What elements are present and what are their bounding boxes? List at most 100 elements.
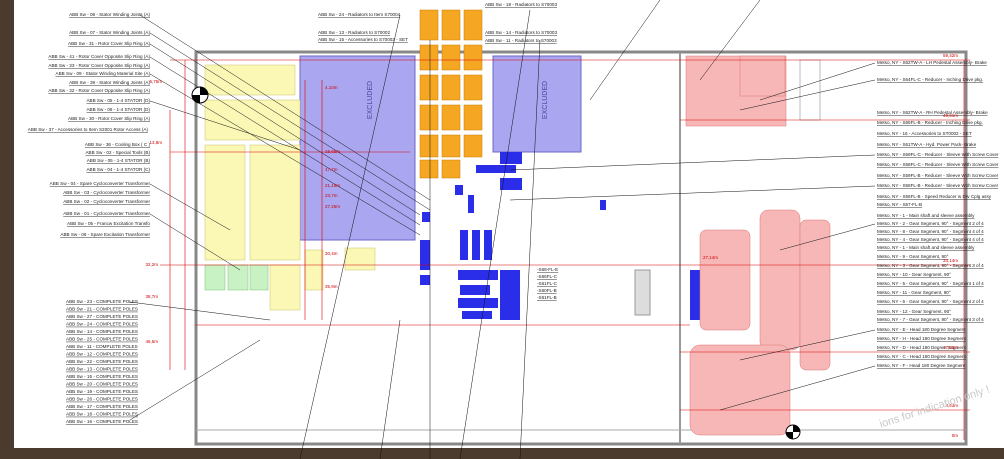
dimension: 27,14m [703,255,718,260]
pole-label: ABB Sw - 19 - COMPLETE POLES [66,389,138,394]
right-label: Metso, NY - S65FL-B - Reducer - Inching … [877,120,983,125]
left-label: ABB Sw - 04 - Spare Cycloconverter Trans… [50,181,151,186]
right-label: Metso, NY - 4 - Gear Segment, 90° - Segm… [877,237,984,242]
left-label: ABB Sw - 02 - Cycloconverter Transformer [63,199,150,204]
blue-blocks [420,152,702,320]
leader-lines [129,0,876,459]
dimension: 46,5m [145,339,158,344]
left-label: ABB Sw - 05 - Francw Excitation Transfo [67,221,150,226]
left-label: ABB Sw - 36 - Cooling Box ( C ) [85,142,151,147]
pole-label: ABB Sw - 22 - COMPLETE POLES [66,359,138,364]
right-label: Metso, NY - 3 - Gear Segment, 90° - Segm… [877,263,984,268]
datum-marker [786,425,800,439]
yellow-blocks [204,64,376,311]
top-label: ABB Sw - 15 - Accessories to S70002 - SE… [318,37,408,42]
right-label: Metso, NY - S57-FL-B [877,202,922,207]
pole-label: ABB Sw - 24 - COMPLETE POLES [66,322,138,327]
right-label: Metso, NY - S56FL-B - Speed Reducer w Dr… [877,194,992,199]
dimension: 17,63m [943,345,958,350]
left-label: ABB Sw - 05 - 1-4 STATOR (D) [86,98,150,103]
dimension: 4,10m [325,85,338,90]
center-label: -S68-FL-E [537,267,558,272]
right-label: Metso, NY - 7 - Gear Segment, 90° - Segm… [877,317,984,322]
dimension: 4,43m [945,403,958,408]
top-label: ABB Sw - 14 - Radiators to S70003 [485,30,557,35]
left-label: ABB Sw - 03 - Cycloconverter Transformer [63,190,150,195]
right-label: Metso, NY - 16 - Accessories to ST0002 -… [877,131,972,136]
center-label: -S60FL-B [537,288,557,293]
right-label: Metso, NY - 9 - Gear Segment, 90° [877,254,949,259]
left-label: ABB Sw - 06 - 1-4 STATOR (D) [86,107,150,112]
top-label: ABB Sw - 19 - Radiators to S70003 [485,2,557,7]
dimension: 15,65m [325,149,340,154]
pole-label: ABB Sw - 23 - COMPLETE POLES [66,299,138,304]
top-label: ABB Sw - 24 - Radiators to Item S70004 [318,12,401,17]
pole-label: ABB Sw - 17 - COMPLETE POLES [66,404,138,409]
left-label: ABB Sw - 02 - Special Tools (B) [85,150,150,155]
excluded-zone [299,55,416,241]
right-label: Metso, NY - D - Head 180 Degree Segment [877,345,966,350]
left-label: ABB Sw - 08 - Stator Winding Joints (A) [69,12,150,17]
top-label: ABB Sw - 11 - Radiators to S70003 [485,38,557,43]
building-wall [194,50,968,446]
top-label: ABB Sw - 13 - Radiators to S70002 [318,30,390,35]
right-label: Metso, NY - 10 - Gear Segment, 90° [877,272,951,277]
right-label: Metso, NY - 5 - Gear Segment, 90° - Segm… [877,281,984,286]
right-label: Metso, NY - S64FL-C - Reducer - Inching … [877,77,983,82]
dimension: 5,75m [149,79,162,84]
dimension: 23,7m [325,193,338,198]
dimension: 38,7m [145,294,158,299]
pole-label: ABB Sw - 27 - COMPLETE POLES [66,314,138,319]
right-label: Metso, NY - S58FL-B - Reducer - Sleeve W… [877,183,999,188]
pole-label: ABB Sw - 21 - COMPLETE POLES [66,307,138,312]
pole-label: ABB Sw - 20 - COMPLETE POLES [66,382,138,387]
pole-label: ABB Sw - 11 - COMPLETE POLES [66,344,138,349]
center-label: -S61FL-B [537,295,557,300]
dimension-lines [160,59,970,440]
dimension: 21,16m [325,183,340,188]
right-label: Metso, NY - S61TW-A - Hyd. Power Pack- B… [877,142,977,147]
right-label: Metso, NY - 1 - Main shaft and sleeve as… [877,245,975,250]
left-label: ABB Sw - 41 - Rotor Cover Opposite Slip … [48,54,150,59]
right-label: Metso, NY - S59FL-B - Reducer - Sleeve W… [877,173,999,178]
zone-label: EXCLUDED [542,81,549,119]
pole-label: ABB Sw - 15 - COMPLETE POLES [66,374,138,379]
right-label: Metso, NY - S62TW-A - RH Pedestal Assemb… [877,110,988,115]
hatched-area [634,269,651,316]
center-label: -S66FL-C [537,274,558,279]
pole-label: ABB Sw - 16 - COMPLETE POLES [66,419,138,424]
left-label: ABB Sw - 32 - Rotor Cover Opposite Slip … [48,88,150,93]
left-label: ABB Sw - 07 - Stator Winding Joints (A) [69,30,150,35]
pole-label: ABB Sw - 13 - COMPLETE POLES [66,367,138,372]
dimension: 30,4m [325,251,338,256]
right-label: Metso, NY - S58FL-C - Reducer - Sleeve W… [877,162,999,167]
left-label: ABB Sw - 30 - Rotor Cover Slip Ring (A) [68,116,150,121]
right-label: Metso, NY - S62TW-A - LH Pedestal Assemb… [877,60,987,65]
left-label: ABB Sw - 39 - Stator Winding Joints (A) [69,80,150,85]
zone-label: EXCLUDED [367,81,374,119]
dimension: 0m [952,433,959,438]
datum-marker [192,87,208,103]
left-label: ABB Sw - 33 - Rotor Cover Opposite Slip … [48,63,150,68]
green-blocks [204,264,269,291]
left-label: ABB Sw - 04 - 1-4 STATOR (C) [86,167,150,172]
pink-segments [685,55,831,436]
right-label: Metso, NY - 12 - Gear Segment, 90° [877,309,951,314]
dimension: 27,26m [325,204,340,209]
left-label: ABB Sw - 09 - Stator Winding Material Si… [56,71,151,76]
right-label: Metso, NY - F - Head 180 Degree Segment [877,363,966,368]
right-label: Metso, NY - 8 - Gear Segment, 90° - Segm… [877,229,984,234]
right-label: Metso, NY - 1 - Main shaft and sleeve as… [877,213,975,218]
right-label: Metso, NY - E - Head 180 Degree Segment [877,327,966,332]
right-label: Metso, NY - 11 - Gear Segment, 90° [877,290,951,295]
dimension: 33,14m [943,258,958,263]
pole-label: ABB Sw - 25 - COMPLETE POLES [66,337,138,342]
center-label: -S61FL-C [537,281,558,286]
dimension: 49,51m [943,113,958,118]
right-label: Metso, NY - 6 - Gear Segment, 90° - Segm… [877,299,984,304]
left-label: ABB Sw - 01 - Cycloconverter Transformer [63,211,150,216]
labels: ABB Sw - 08 - Stator Winding Joints (A) A… [28,2,999,438]
pole-label: ABB Sw - 26 - COMPLETE POLES [66,397,138,402]
photo-edge [790,448,1004,459]
